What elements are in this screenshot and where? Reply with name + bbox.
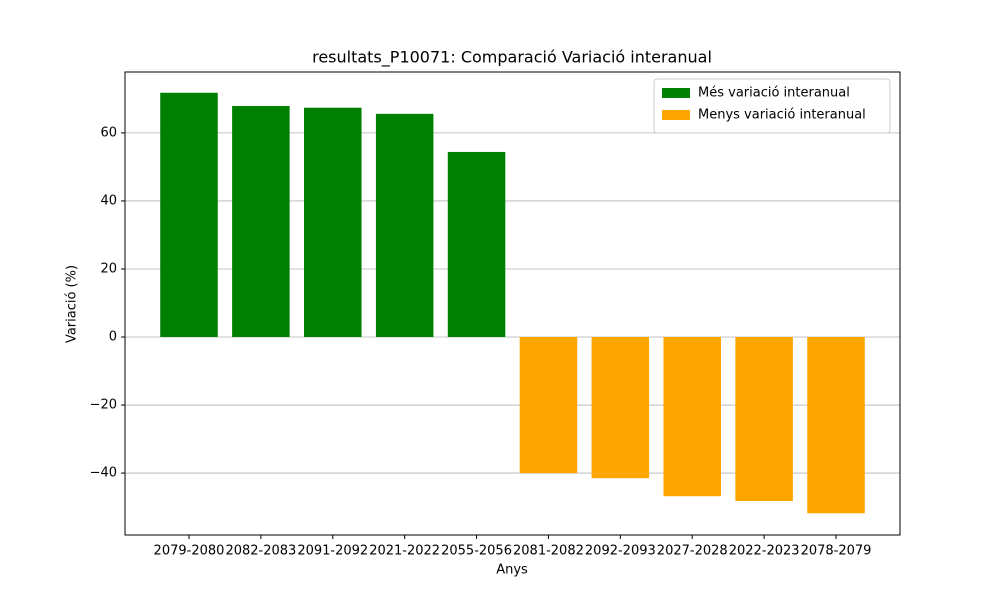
legend-label: Menys variació interanual bbox=[698, 108, 866, 123]
bar bbox=[232, 106, 290, 338]
bar bbox=[304, 107, 362, 338]
x-tick-label: 2079-2080 bbox=[154, 544, 225, 559]
bar bbox=[160, 92, 218, 338]
x-tick-label: 2027-2028 bbox=[657, 544, 728, 559]
x-tick-label: 2022-2023 bbox=[729, 544, 800, 559]
bar bbox=[663, 337, 721, 497]
x-tick-label: 2078-2079 bbox=[801, 544, 872, 559]
legend-swatch bbox=[662, 110, 690, 120]
x-axis-label: Anys bbox=[496, 563, 528, 578]
x-tick-label: 2021-2022 bbox=[369, 544, 440, 559]
x-tick-label: 2082-2083 bbox=[225, 544, 296, 559]
x-tick-label: 2081-2082 bbox=[513, 544, 584, 559]
legend-swatch bbox=[662, 88, 690, 98]
plot-frame bbox=[124, 71, 901, 536]
legend-label: Més variació interanual bbox=[698, 86, 850, 101]
y-tick-label: −40 bbox=[90, 466, 117, 481]
bar bbox=[375, 113, 434, 338]
x-tick-label: 2092-2093 bbox=[585, 544, 656, 559]
bar bbox=[519, 337, 578, 474]
x-tick-label: 2091-2092 bbox=[297, 544, 368, 559]
y-tick-label: 60 bbox=[100, 125, 117, 140]
legend-box bbox=[653, 78, 891, 134]
y-axis-label: Variació (%) bbox=[65, 265, 80, 343]
bar bbox=[735, 337, 793, 501]
y-tick-label: −20 bbox=[90, 398, 117, 413]
bar bbox=[447, 151, 506, 338]
x-tick-label: 2055-2056 bbox=[441, 544, 512, 559]
y-tick-label: 20 bbox=[100, 261, 117, 276]
legend: Més variació interanual Menys variació in… bbox=[653, 78, 891, 134]
y-tick-label: 40 bbox=[100, 193, 117, 208]
bar bbox=[591, 337, 650, 479]
chart-title: resultats_P10071: Comparació Variació in… bbox=[312, 48, 712, 68]
y-tick-label: 0 bbox=[109, 330, 117, 345]
bar bbox=[807, 337, 865, 514]
